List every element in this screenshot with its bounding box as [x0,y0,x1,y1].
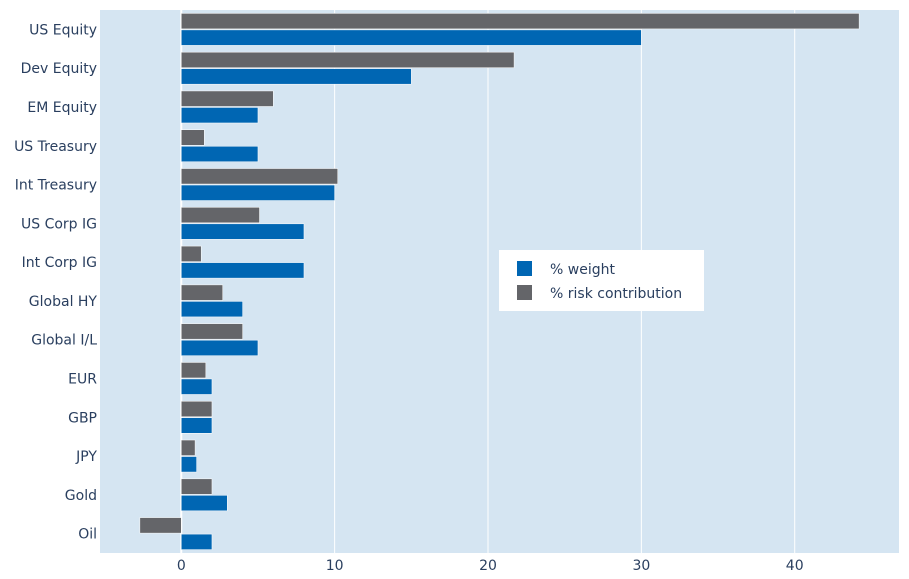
bar-weight [181,417,213,434]
bar-risk-contribution [139,517,182,534]
bar-risk-contribution [181,51,515,68]
bar-risk-contribution [181,284,223,301]
bar-weight [181,107,259,124]
bar-weight [181,301,243,318]
bar-weight [181,378,213,395]
y-tick-label: Global HY [29,294,98,310]
y-tick-label: EUR [68,371,97,387]
bar-risk-contribution [181,90,274,107]
y-tick-label: US Corp IG [21,216,97,232]
bar-risk-contribution [181,129,205,146]
y-tick-label: GBP [68,410,97,426]
bar-weight [181,184,335,201]
legend: % weight % risk contribution [499,250,704,311]
bar-risk-contribution [181,478,213,495]
y-tick-label: EM Equity [27,100,97,116]
y-tick-label: Gold [65,488,97,504]
bar-risk-contribution [181,362,207,379]
bar-weight [181,262,305,279]
x-tick-label: 10 [326,558,344,574]
bar-weight [181,339,259,356]
y-tick-label: US Equity [29,22,97,38]
x-tick-label: 30 [632,558,650,574]
x-tick-label: 0 [177,558,186,574]
bar-risk-contribution [181,401,213,417]
legend-label-risk: % risk contribution [550,286,682,302]
bar-weight [181,223,305,240]
bar-weight [181,495,228,512]
bar-risk-contribution [181,168,338,185]
bar-risk-contribution [181,245,202,262]
legend-label-weight: % weight [550,262,615,278]
bar-weight [181,533,213,550]
bar-risk-contribution [181,323,243,340]
legend-swatch-risk [517,285,532,300]
y-tick-label: US Treasury [14,139,97,155]
bar-weight [181,68,412,85]
y-axis-tick-labels: US Equity Dev Equity EM Equity US Treasury I… [14,22,97,542]
bar-risk-contribution [181,13,860,30]
bar-series [139,13,860,550]
bar-risk-contribution [181,439,196,456]
y-tick-label: Global I/L [31,333,97,349]
bar-weight [181,146,259,162]
y-tick-label: Int Treasury [15,178,97,194]
y-tick-label: Dev Equity [21,61,97,77]
y-tick-label: Oil [78,527,97,543]
y-tick-label: JPY [75,449,97,465]
y-tick-label: Int Corp IG [22,255,97,271]
legend-swatch-weight [517,261,532,276]
x-axis-tick-labels: 0 10 20 30 40 [177,558,804,574]
x-tick-label: 20 [479,558,497,574]
x-tick-label: 40 [786,558,804,574]
legend-box [499,250,704,311]
bar-weight [181,456,197,473]
bar-risk-contribution [181,207,260,224]
bar-weight [181,29,642,46]
